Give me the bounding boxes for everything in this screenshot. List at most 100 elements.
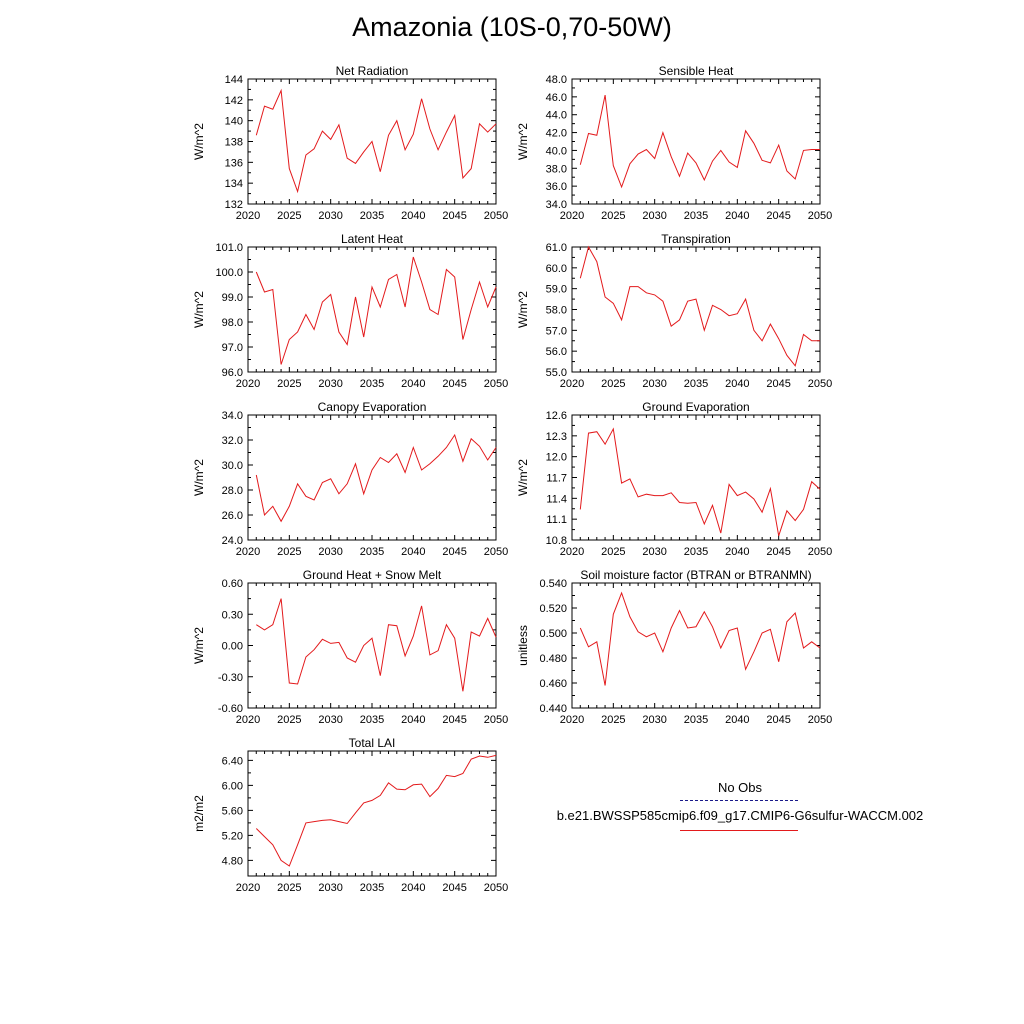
chart2-xtick-label: 2050 bbox=[808, 210, 832, 222]
chart1-ytick-label: 144 bbox=[225, 74, 243, 86]
chart8-series-line bbox=[579, 591, 821, 686]
chart4-xtick-label: 2020 bbox=[560, 378, 584, 390]
chart4-ytick-label: 60.0 bbox=[546, 263, 567, 275]
chart4-plot-frame bbox=[571, 246, 821, 373]
legend-obs-swatch bbox=[680, 800, 798, 801]
chart4-xtick-label: 2030 bbox=[642, 378, 666, 390]
chart2-xtick-label: 2035 bbox=[684, 210, 708, 222]
chart8-xtick-label: 2045 bbox=[766, 714, 790, 726]
chart6-xtick-label: 2045 bbox=[766, 546, 790, 558]
chart4-title: Transpiration bbox=[661, 232, 731, 246]
chart7-xtick-label: 2020 bbox=[236, 714, 260, 726]
chart5-xtick-label: 2030 bbox=[318, 546, 342, 558]
chart1-ytick-label: 142 bbox=[225, 95, 243, 107]
chart8-ytick-label: 0.500 bbox=[539, 628, 567, 640]
chart8-ytick-label: 0.440 bbox=[539, 703, 567, 715]
chart2-ytick-label: 44.0 bbox=[546, 110, 567, 122]
chart7-xtick-label: 2045 bbox=[442, 714, 466, 726]
chart8-ytick-label: 0.520 bbox=[539, 603, 567, 615]
chart7-ytick-label: 0.00 bbox=[222, 641, 243, 653]
chart7-ytick-label: -0.30 bbox=[218, 672, 243, 684]
chart5-ytick-label: 26.0 bbox=[222, 510, 243, 522]
chart5-xtick-label: 2020 bbox=[236, 546, 260, 558]
legend-case-swatch bbox=[680, 830, 798, 831]
chart3-xtick-label: 2020 bbox=[236, 378, 260, 390]
chart2-xtick-label: 2020 bbox=[560, 210, 584, 222]
chart6-ytick-label: 11.4 bbox=[546, 493, 567, 505]
chart4-xtick-label: 2025 bbox=[601, 378, 625, 390]
chart6-xtick-label: 2050 bbox=[808, 546, 832, 558]
chart8-plot-frame bbox=[571, 582, 821, 709]
chart3-ytick-label: 98.0 bbox=[222, 317, 243, 329]
chart6-ytick-label: 11.7 bbox=[546, 473, 567, 485]
chart9-plot-frame bbox=[247, 750, 497, 877]
chart1-ytick-label: 138 bbox=[225, 137, 243, 149]
chart6-series-line bbox=[579, 427, 821, 536]
chart6-ytick-label: 11.1 bbox=[546, 514, 567, 526]
chart4-ytick-label: 59.0 bbox=[546, 284, 567, 296]
chart5-xtick-label: 2035 bbox=[360, 546, 384, 558]
page-title: Amazonia (10S-0,70-50W) bbox=[352, 12, 672, 42]
chart8-xtick-label: 2050 bbox=[808, 714, 832, 726]
chart3-ylabel: W/m^2 bbox=[192, 291, 206, 328]
chart6-xtick-label: 2020 bbox=[560, 546, 584, 558]
chart1-series-line bbox=[255, 88, 497, 194]
chart7-ytick-label: 0.30 bbox=[222, 609, 243, 621]
chart6-ytick-label: 10.8 bbox=[546, 535, 567, 547]
legend-case-label: b.e21.BWSSP585cmip6.f09_g17.CMIP6-G6sulf… bbox=[556, 808, 924, 823]
chart3-xtick-label: 2030 bbox=[318, 378, 342, 390]
chart1-xtick-label: 2030 bbox=[318, 210, 342, 222]
chart8-title: Soil moisture factor (BTRAN or BTRANMN) bbox=[580, 568, 811, 582]
chart2-xtick-label: 2030 bbox=[642, 210, 666, 222]
chart3-xtick-label: 2045 bbox=[442, 378, 466, 390]
chart5-plot-frame bbox=[247, 414, 497, 541]
chart6-title: Ground Evaporation bbox=[642, 400, 749, 414]
chart1-xtick-label: 2025 bbox=[277, 210, 301, 222]
chart6-xtick-label: 2040 bbox=[725, 546, 749, 558]
chart8-ytick-label: 0.460 bbox=[539, 678, 567, 690]
chart9-ytick-label: 6.00 bbox=[222, 780, 243, 792]
chart1-xtick-label: 2035 bbox=[360, 210, 384, 222]
chart9-xtick-label: 2030 bbox=[318, 882, 342, 894]
chart5-ytick-label: 34.0 bbox=[222, 410, 243, 422]
chart2-title: Sensible Heat bbox=[659, 64, 734, 78]
chart7-xtick-label: 2040 bbox=[401, 714, 425, 726]
chart3-ytick-label: 100.0 bbox=[215, 267, 243, 279]
chart7-ytick-label: 0.60 bbox=[222, 578, 243, 590]
chart4-xtick-label: 2040 bbox=[725, 378, 749, 390]
chart1-title: Net Radiation bbox=[336, 64, 409, 78]
chart7-xtick-label: 2025 bbox=[277, 714, 301, 726]
chart4-ylabel: W/m^2 bbox=[516, 291, 530, 328]
chart6-xtick-label: 2025 bbox=[601, 546, 625, 558]
chart8-xtick-label: 2030 bbox=[642, 714, 666, 726]
chart4-xtick-label: 2050 bbox=[808, 378, 832, 390]
chart3-xtick-label: 2040 bbox=[401, 378, 425, 390]
chart3-xtick-label: 2025 bbox=[277, 378, 301, 390]
chart3-series-line bbox=[255, 256, 497, 365]
chart2-xtick-label: 2045 bbox=[766, 210, 790, 222]
chart2-xtick-label: 2040 bbox=[725, 210, 749, 222]
chart9-ytick-label: 5.60 bbox=[222, 805, 243, 817]
chart9-ytick-label: 4.80 bbox=[222, 855, 243, 867]
chart5-xtick-label: 2045 bbox=[442, 546, 466, 558]
chart6-ylabel: W/m^2 bbox=[516, 459, 530, 496]
chart8-ytick-label: 0.540 bbox=[539, 578, 567, 590]
chart6-plot-frame bbox=[571, 414, 821, 541]
chart5-xtick-label: 2025 bbox=[277, 546, 301, 558]
chart1-ytick-label: 140 bbox=[225, 116, 243, 128]
chart9-xtick-label: 2050 bbox=[484, 882, 508, 894]
chart6-xtick-label: 2030 bbox=[642, 546, 666, 558]
chart2-series-line bbox=[579, 94, 820, 189]
chart9-title: Total LAI bbox=[349, 736, 396, 750]
chart9-xtick-label: 2045 bbox=[442, 882, 466, 894]
chart9-ylabel: m2/m2 bbox=[192, 795, 206, 832]
chart1-ytick-label: 132 bbox=[225, 199, 243, 211]
chart4-xtick-label: 2035 bbox=[684, 378, 708, 390]
chart1-xtick-label: 2045 bbox=[442, 210, 466, 222]
chart9-ytick-label: 5.20 bbox=[222, 830, 243, 842]
chart7-xtick-label: 2030 bbox=[318, 714, 342, 726]
chart6-ytick-label: 12.0 bbox=[546, 452, 567, 464]
chart9-xtick-label: 2035 bbox=[360, 882, 384, 894]
chart4-series-line bbox=[579, 245, 820, 367]
